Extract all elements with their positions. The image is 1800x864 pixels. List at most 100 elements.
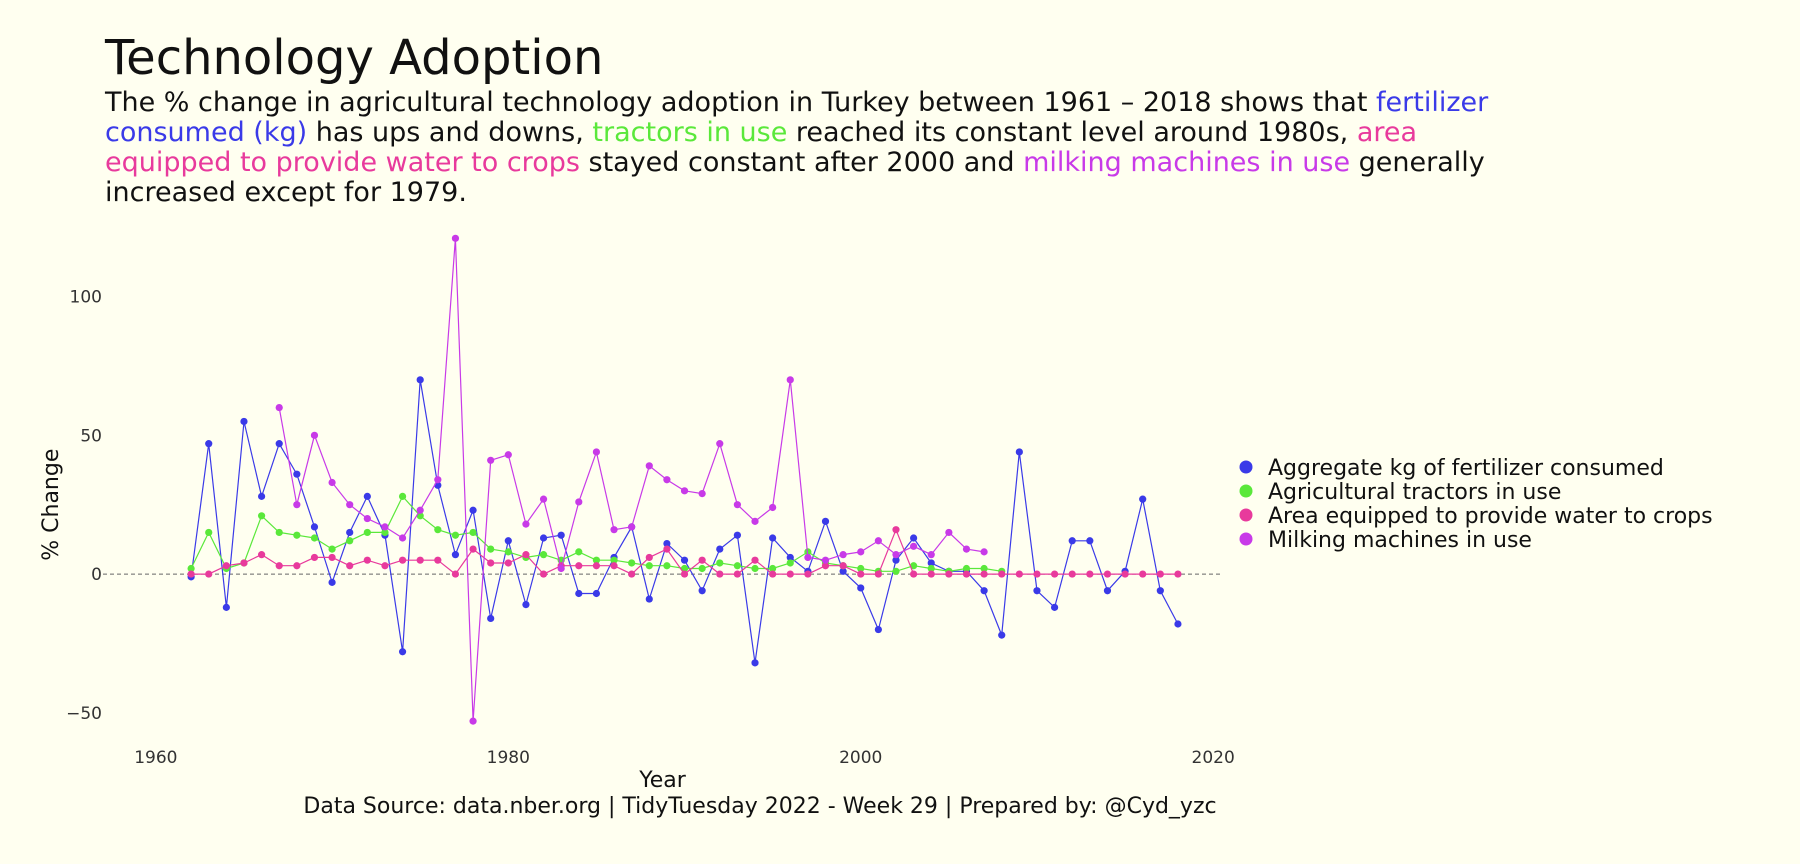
data-point — [275, 562, 283, 570]
data-point — [751, 659, 759, 667]
data-point — [1103, 587, 1112, 595]
x-tick-label: 2020 — [1192, 748, 1235, 768]
data-point — [610, 562, 618, 570]
data-point — [257, 512, 266, 520]
data-point — [275, 403, 283, 412]
data-point — [539, 551, 548, 559]
data-point — [962, 564, 971, 573]
data-point — [310, 534, 319, 542]
data-point — [310, 431, 319, 439]
data-point — [786, 553, 794, 562]
data-point — [310, 523, 319, 531]
data-point — [575, 548, 583, 556]
chart-caption: Data Source: data.nber.org | TidyTuesday… — [303, 794, 1217, 819]
subtitle-highlight-tractors: tractors in use — [592, 117, 788, 148]
data-point — [910, 570, 918, 578]
data-point — [275, 440, 283, 448]
subtitle-text-5: generally increased except for 1979. — [105, 147, 1485, 208]
data-point — [751, 564, 759, 573]
subtitle-text-3: reached its constant level around 1980s, — [787, 117, 1357, 148]
data-point — [663, 562, 671, 570]
data-point — [821, 517, 830, 525]
data-point — [927, 551, 935, 559]
data-point — [363, 528, 371, 537]
y-tick-label: 50 — [80, 426, 102, 446]
data-point — [557, 531, 565, 539]
data-point — [328, 545, 336, 553]
series-1 — [187, 492, 1006, 575]
data-point — [522, 520, 530, 528]
data-point — [257, 492, 266, 500]
data-point — [398, 492, 407, 500]
data-point — [857, 570, 865, 578]
data-point — [733, 501, 741, 509]
y-axis-label: % Change — [39, 449, 64, 561]
data-point — [293, 531, 301, 539]
data-point — [998, 631, 1006, 639]
data-point — [680, 556, 689, 564]
data-point — [716, 570, 724, 578]
data-point — [733, 570, 741, 578]
data-point — [257, 551, 266, 559]
data-point — [857, 548, 865, 556]
data-point — [733, 562, 741, 570]
data-point — [980, 564, 988, 573]
data-point — [663, 539, 671, 548]
data-point — [927, 564, 935, 573]
data-point — [575, 498, 583, 506]
data-point — [1103, 570, 1112, 578]
data-point — [575, 589, 583, 598]
data-point — [240, 559, 248, 567]
data-point — [363, 492, 371, 500]
data-point — [240, 417, 248, 426]
subtitle-highlight-milking: milking machines in use — [1023, 147, 1351, 178]
data-point — [416, 506, 424, 514]
legend-label: Aggregate kg of fertilizer consumed — [1268, 456, 1664, 481]
data-point — [680, 570, 689, 578]
subtitle-text-4: stayed constant after 2000 and — [579, 147, 1024, 178]
data-point — [363, 556, 371, 564]
data-point — [716, 545, 724, 553]
data-point — [592, 589, 601, 598]
data-point — [839, 562, 847, 570]
data-point — [381, 562, 389, 570]
data-point — [275, 528, 283, 537]
subtitle-text-2: has ups and downs, — [307, 117, 593, 148]
data-point — [434, 556, 442, 564]
data-point — [610, 526, 618, 534]
data-point — [434, 476, 442, 484]
data-point — [645, 562, 653, 570]
data-point — [205, 440, 213, 448]
data-point — [910, 542, 918, 550]
data-point — [328, 478, 336, 487]
data-point — [187, 564, 195, 573]
data-point — [769, 570, 777, 578]
subtitle-text-1: The % change in agricultural technology … — [105, 87, 1377, 118]
data-point — [628, 570, 636, 578]
data-point — [1015, 570, 1023, 578]
data-point — [1156, 587, 1164, 595]
data-point — [504, 451, 512, 459]
data-point — [487, 545, 495, 553]
legend-label: Agricultural tractors in use — [1268, 480, 1561, 505]
data-point — [874, 570, 882, 578]
data-point — [786, 376, 794, 384]
data-point — [857, 584, 865, 592]
data-point — [504, 559, 512, 567]
data-point — [1174, 570, 1182, 578]
data-point — [469, 506, 477, 514]
data-point — [786, 570, 794, 578]
data-point — [892, 556, 900, 564]
data-point — [927, 559, 935, 567]
data-point — [645, 553, 653, 562]
data-point — [293, 470, 301, 478]
data-point — [451, 570, 460, 578]
legend-key — [1239, 532, 1253, 546]
data-point — [1033, 570, 1041, 578]
data-point — [716, 559, 724, 567]
data-point — [222, 562, 230, 570]
data-point — [328, 578, 336, 586]
data-point — [469, 528, 477, 537]
series-line — [278, 238, 985, 722]
data-point — [346, 528, 354, 537]
